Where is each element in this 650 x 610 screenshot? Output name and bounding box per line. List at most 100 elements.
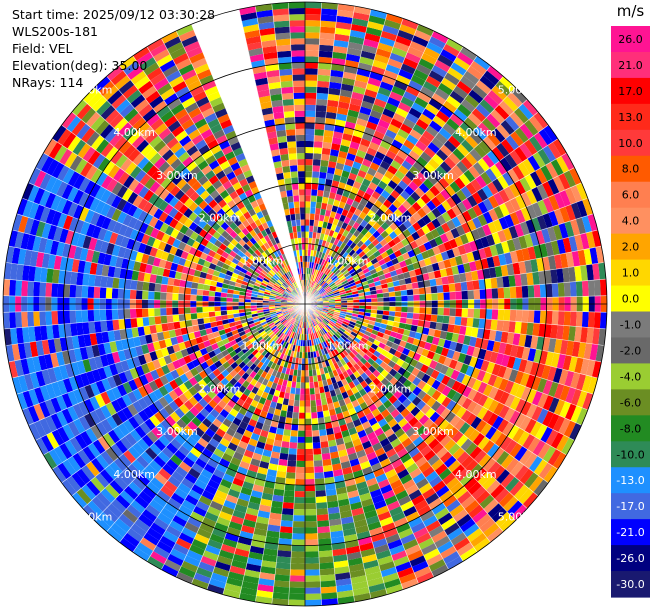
velocity-gate [340,83,354,92]
velocity-gate [366,167,377,177]
velocity-gate [305,165,313,172]
velocity-gate [482,185,494,199]
velocity-gate [403,91,418,103]
velocity-gate [411,145,424,157]
velocity-gate [526,189,538,205]
velocity-gate [447,169,459,182]
velocity-gate [545,162,559,179]
velocity-gate [441,211,452,223]
velocity-gate [339,291,346,296]
velocity-gate [316,99,328,106]
velocity-gate [420,86,435,99]
velocity-gate [315,276,320,283]
velocity-gate [353,264,361,271]
velocity-gate [420,167,432,179]
velocity-gate [396,194,407,205]
velocity-gate [467,112,482,127]
velocity-gate [325,261,331,268]
velocity-gate [324,276,331,283]
velocity-gate [305,14,321,21]
velocity-gate [377,145,389,156]
velocity-gate [451,164,464,178]
velocity-gate [324,123,335,132]
velocity-gate [385,277,393,284]
velocity-gate [333,293,341,297]
velocity-gate [338,287,345,292]
velocity-gate [316,195,323,203]
velocity-gate [467,207,478,220]
velocity-gate [355,175,365,184]
velocity-gate [348,172,358,181]
velocity-gate [475,103,491,118]
velocity-gate [399,24,417,36]
velocity-gate [352,180,362,190]
velocity-gate [361,178,372,188]
velocity-gate [387,179,398,190]
velocity-gate [321,282,328,288]
velocity-gate [448,238,458,249]
velocity-gate [446,219,456,231]
velocity-gate [326,99,339,108]
velocity-gate [332,51,347,60]
velocity-gate [321,293,328,297]
velocity-gate [364,231,373,240]
velocity-gate [361,158,372,168]
velocity-gate [410,191,421,202]
velocity-gate [408,165,420,177]
velocity-gate [498,189,510,204]
velocity-gate [460,139,474,153]
velocity-gate [324,241,330,248]
velocity-gate [416,24,434,37]
velocity-gate [379,238,388,247]
velocity-gate [363,126,376,137]
velocity-gate [342,71,357,80]
velocity-gate [330,69,344,78]
velocity-gate [318,50,333,58]
velocity-gate [311,268,315,275]
velocity-gate [331,265,337,273]
velocity-gate [374,151,386,161]
velocity-gate [379,36,396,47]
velocity-gate [346,178,355,187]
velocity-gate [345,197,354,206]
velocity-gate [368,234,377,243]
velocity-gate [412,221,422,232]
velocity-gate [346,232,354,240]
velocity-gate [305,195,311,202]
velocity-gate [391,174,402,185]
velocity-gate [379,140,392,150]
velocity-gate [382,243,391,252]
velocity-gate [371,176,381,186]
velocity-gate [418,135,432,147]
velocity-gate [413,69,429,81]
velocity-gate [348,35,365,45]
velocity-gate [458,173,471,186]
velocity-gate [414,96,429,109]
velocity-gate [494,160,508,176]
velocity-gate [453,108,468,122]
velocity-gate [360,277,368,283]
velocity-gate [379,160,391,171]
velocity-gate [333,252,340,260]
velocity-gate [358,261,366,268]
velocity-gate [340,277,347,283]
velocity-gate [354,279,362,285]
velocity-gate [443,240,453,252]
velocity-gate [311,177,319,184]
velocity-gate [431,93,447,106]
velocity-gate [486,65,504,81]
velocity-gate [333,238,340,246]
velocity-gate [320,159,329,167]
velocity-gate [374,185,385,195]
velocity-gate [360,227,369,236]
velocity-gate [320,26,336,34]
velocity-gate [314,292,320,297]
velocity-gate [437,82,453,96]
velocity-gate [356,232,365,241]
velocity-gate [372,222,381,231]
velocity-gate [313,153,322,160]
velocity-gate [482,223,492,237]
velocity-gate [441,77,457,91]
velocity-gate [397,180,409,191]
velocity-gate [331,287,339,292]
